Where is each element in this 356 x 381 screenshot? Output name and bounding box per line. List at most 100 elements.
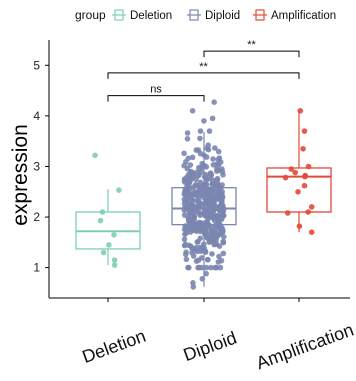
data-point [215,148,222,155]
data-point [288,166,295,172]
data-point [116,187,122,193]
data-point [181,212,188,218]
legend-entry: Diploid [187,9,240,22]
data-point [282,174,289,181]
data-point [185,264,191,271]
data-point [215,156,222,163]
legend-entry: Amplification [253,9,336,22]
data-point [197,128,204,134]
data-point [208,264,214,271]
data-point [189,154,196,161]
x-tick-labels: Deletion Diploid Amplification [79,320,356,374]
data-point [190,172,197,178]
data-point [211,201,218,208]
y-tick-label: 2 [33,210,40,224]
plot-area [75,99,332,290]
data-point [199,160,205,167]
bracket-line [107,72,300,79]
data-point [216,224,222,231]
legend-label: Deletion [130,10,172,22]
data-point [191,216,197,222]
data-point [219,182,225,188]
data-point [202,248,209,255]
data-point [209,181,216,187]
significance-label: ** [199,61,208,73]
data-point [196,198,202,204]
data-point [111,262,118,268]
data-point [183,198,189,204]
data-point [205,222,211,229]
data-point [206,175,213,181]
y-tick-label: 5 [33,58,40,72]
data-point [100,249,107,256]
legend-entry: Deletion [112,9,172,22]
data-point [214,168,220,174]
x-tick-label: Amplification [254,320,356,374]
data-point [203,234,210,241]
data-point [203,270,209,277]
data-point [183,174,190,181]
data-point [284,210,291,216]
data-point [197,150,204,157]
legend-label: Diploid [205,10,240,22]
data-point [213,233,220,239]
data-point [210,162,217,168]
data-point [183,251,189,258]
data-point [308,229,315,235]
data-point [197,135,203,142]
data-point [301,182,308,189]
data-point [292,169,299,176]
data-point [209,251,215,257]
data-point [219,168,226,175]
data-point [205,256,211,263]
data-point [212,145,218,151]
data-point [209,115,216,122]
data-point [195,257,202,264]
legend: group Deletion Diploid Amplification [75,8,336,22]
data-point [206,128,213,134]
data-point [210,156,216,162]
data-point [190,284,197,290]
data-point [204,145,210,152]
data-point [297,108,304,114]
data-point [202,182,208,188]
data-point [187,179,193,185]
axes: 1 2 3 4 5 [33,40,350,302]
data-point [308,204,315,210]
significance-bracket: ** [203,39,300,58]
data-point [295,189,301,195]
data-point [205,186,211,193]
data-point [181,179,188,185]
data-point [183,256,190,263]
data-point [187,162,194,168]
data-point [92,152,98,159]
data-point [187,229,193,235]
significance-bracket: ** [107,61,300,79]
data-point [97,217,104,224]
data-point [196,219,202,226]
data-point [181,226,188,233]
bracket-line [107,95,205,102]
data-point [202,191,209,198]
data-point [99,209,106,215]
data-point [205,212,212,219]
data-point [183,159,189,165]
data-point [305,209,312,215]
data-point [195,239,201,245]
data-point [181,236,188,243]
data-point [203,264,210,271]
data-point [193,244,200,251]
data-point [199,276,206,282]
data-point [204,207,211,214]
box-amplification [266,110,332,233]
significance-label: ** [247,39,256,51]
data-point [208,236,215,243]
data-point [210,208,217,214]
data-point [211,99,217,105]
data-point [190,253,197,259]
data-point [302,173,308,180]
y-tick-label: 4 [33,109,40,123]
data-point [199,264,205,271]
data-point [220,250,227,257]
bracket-line [203,50,300,58]
